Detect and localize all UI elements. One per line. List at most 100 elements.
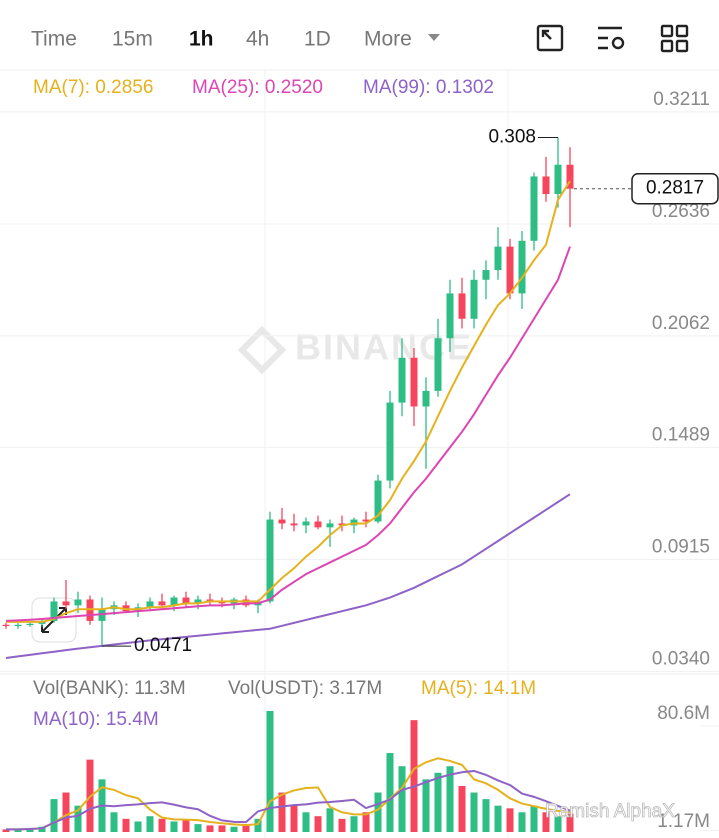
legend-entry: MA(25): 0.2520 [192,77,323,98]
candle-body [326,523,334,528]
dropdown-arrow [428,34,440,41]
volume-bar [518,812,526,832]
volume-bar [530,805,538,832]
legend-entry: MA(99): 0.1302 [363,77,494,98]
y-tick-label: 0.0340 [652,649,710,670]
y-tick-label: 0.0915 [652,537,710,558]
tab[interactable]: 1D [304,28,331,51]
volume-bar [446,766,454,832]
volume-bar [170,821,178,832]
low-label: 0.0471 [134,635,192,656]
volume-bar [74,805,82,832]
tab[interactable]: 15m [112,28,153,51]
ma-line [5,493,571,659]
y-tick-label: 0.2636 [652,201,710,222]
volume-bar [62,792,70,832]
watermark-logo [237,325,287,375]
credit: Ramish AlphaX [545,801,675,822]
high-label: 0.308 [488,126,536,147]
vol-legend: MA(5): 14.1M [421,678,536,699]
candle-body [506,246,514,294]
volume-bar [158,818,166,832]
volume-bar [122,818,130,832]
tab[interactable]: 4h [246,28,269,51]
candle-body [554,164,562,194]
volume-bar [218,825,226,832]
icon-fullscreen[interactable] [536,24,564,52]
y-tick-label: 0.2062 [652,313,710,334]
volume-bar [2,829,10,832]
volume-bar [458,785,466,832]
volume-bar [338,818,346,832]
volume-bar [50,799,58,832]
candle-body [266,519,274,602]
volume-bar [182,820,190,832]
volume-bar [278,792,286,832]
candle-body [458,293,466,319]
volume-bar [242,824,250,832]
vol-tick-label: 80.6M [657,703,710,724]
volume-bar [14,829,22,832]
candle-body [494,246,502,271]
vol-legend: Vol(BANK): 11.3M [33,678,186,699]
icon-settings[interactable] [598,26,625,50]
candle-body [194,599,202,604]
tab[interactable]: Time [31,28,77,51]
volume-bar [206,825,214,832]
candle-body [386,402,394,481]
vol-legend: Vol(USDT): 3.17M [228,678,382,699]
volume-bar [482,799,490,832]
candle-body [434,338,442,391]
candle-body [278,519,286,524]
candle-body [374,480,382,522]
candle-body [2,624,10,627]
volume-bar [506,808,514,832]
volume-bar [110,812,118,832]
candle-body [530,176,538,241]
volume-bar [314,816,322,832]
y-tick-label: 0.3211 [653,89,710,110]
volume-bar [422,779,430,832]
last-price-label: 0.2817 [646,178,704,199]
candle-body [146,601,154,608]
candle-body [158,601,166,606]
volume-bar [554,816,562,832]
tab[interactable]: 1h [189,28,214,51]
candle-body [290,523,298,526]
volume-bar [302,812,310,832]
candle-body [410,357,418,407]
ma-line [6,180,571,623]
volume-bar [230,826,238,832]
volume-bar [386,753,394,832]
candle-body [302,521,310,526]
volume-bar [350,816,358,832]
last-price-box [631,172,719,205]
volume-bar [254,818,262,832]
candle-body [482,270,490,280]
candle-body [398,357,406,403]
volume-bar [134,821,142,832]
candle-body [362,519,370,522]
toolbar-icons [536,24,689,53]
vol-legend: MA(10): 15.4M [33,709,159,730]
vol-tick-label: 1.17M [657,811,710,832]
volume-bar [26,828,34,832]
volume-bar [266,710,274,832]
volume-bar [362,812,370,832]
volume-bar [398,766,406,832]
candle-body [50,601,58,621]
volume-bar [326,808,334,832]
y-tick-label: 0.1489 [652,425,710,446]
ma-line [5,246,571,622]
candle-body [62,601,70,606]
volume-bar [566,813,574,832]
candle-body [182,597,190,604]
candle-body [314,521,322,528]
volume-bar [38,826,46,832]
tab[interactable]: More [364,28,412,51]
candle-body [470,279,478,319]
candle-body [518,240,526,294]
icon-layout[interactable] [660,24,689,53]
